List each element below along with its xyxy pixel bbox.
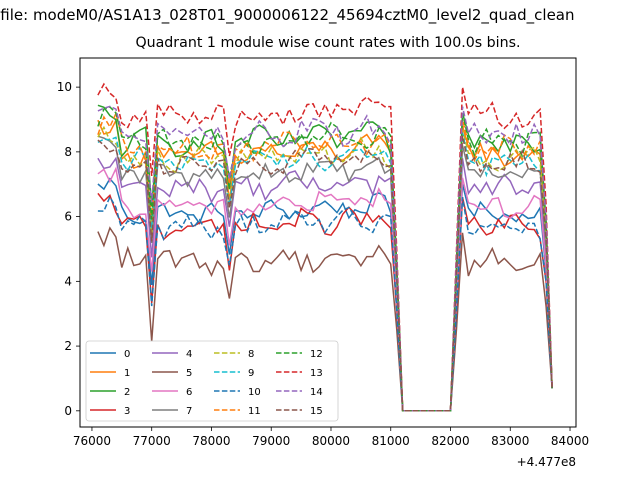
- legend-label-11: 11: [248, 406, 261, 417]
- ticks-layer: 76000 77000 78000 79000 80000 81000 82000 83000…: [57, 80, 589, 448]
- x-tick-label: 79000: [252, 434, 290, 448]
- legend-label-13: 13: [310, 368, 323, 379]
- legend-label-6: 6: [186, 387, 192, 398]
- legend-label-5: 5: [186, 368, 192, 379]
- series-line-15: [97, 135, 553, 412]
- y-tick-label: 10: [57, 80, 72, 94]
- y-tick-label: 2: [64, 339, 72, 353]
- series-line-5: [97, 226, 553, 412]
- y-tick-label: 6: [64, 210, 72, 224]
- series-line-13: [97, 82, 553, 412]
- x-tick-label: 78000: [192, 434, 230, 448]
- series-line-11: [97, 111, 553, 412]
- legend-label-9: 9: [248, 368, 254, 379]
- series-line-2: [97, 104, 553, 412]
- series-line-6: [97, 166, 553, 412]
- legend-label-0: 0: [124, 349, 130, 360]
- legend-frame: [85, 340, 339, 422]
- x-offset-label: +4.477e8: [517, 455, 576, 469]
- y-tick-label: 0: [64, 404, 72, 418]
- y-tick-label: 4: [64, 274, 72, 288]
- legend-label-15: 15: [310, 406, 323, 417]
- series-layer: [97, 82, 553, 412]
- legend-label-2: 2: [124, 387, 130, 398]
- legend-label-7: 7: [186, 406, 192, 417]
- series-line-9: [97, 132, 553, 412]
- series-line-14: [97, 105, 553, 412]
- legend-label-1: 1: [124, 368, 130, 379]
- series-line-12: [97, 106, 553, 412]
- legend-label-12: 12: [310, 349, 323, 360]
- x-tick-label: 80000: [312, 434, 350, 448]
- x-tick-label: 81000: [372, 434, 410, 448]
- legend-label-14: 14: [310, 387, 323, 398]
- x-tick-label: 77000: [133, 434, 171, 448]
- x-tick-label: 83000: [491, 434, 529, 448]
- legend-label-4: 4: [186, 349, 192, 360]
- legend-label-3: 3: [124, 406, 130, 417]
- axes-frame: [79, 57, 577, 428]
- series-line-8: [97, 125, 553, 412]
- y-tick-label: 8: [64, 145, 72, 159]
- series-line-10: [97, 195, 553, 412]
- x-tick-label: 82000: [431, 434, 469, 448]
- series-line-4: [97, 156, 553, 412]
- series-line-0: [97, 177, 553, 412]
- figure-title: n file: modeM0/AS1A13_028T01_9000006122_…: [0, 6, 575, 24]
- series-line-7: [97, 135, 553, 412]
- x-tick-label: 84000: [551, 434, 589, 448]
- legend-label-8: 8: [248, 349, 254, 360]
- legend-label-10: 10: [248, 387, 261, 398]
- x-tick-label: 76000: [73, 434, 111, 448]
- plot-title: Quadrant 1 module wise count rates with …: [135, 35, 521, 51]
